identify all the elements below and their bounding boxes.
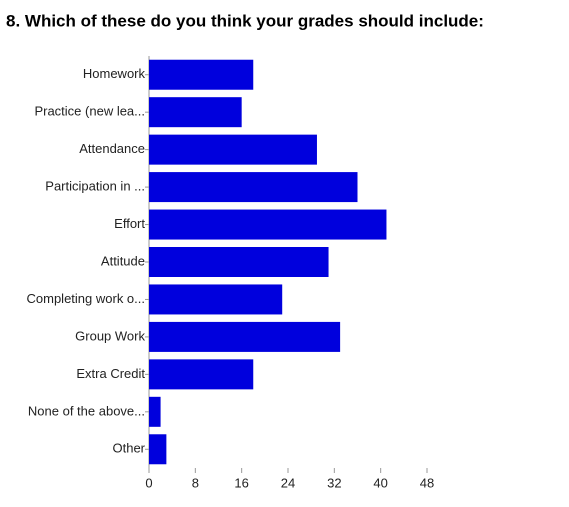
x-tick-label: 8 (192, 475, 199, 490)
x-tick-label: 40 (373, 475, 387, 490)
y-tick-label: Attitude (101, 253, 145, 268)
y-tick-label: None of the above... (28, 403, 145, 418)
y-tick-label: Extra Credit (76, 366, 145, 381)
bar (149, 247, 329, 277)
x-tick-label: 32 (327, 475, 341, 490)
bar (149, 434, 167, 465)
bar (149, 284, 283, 315)
x-tick-label: 16 (234, 475, 248, 490)
y-tick-label: Practice (new lea... (34, 104, 145, 119)
bar (149, 396, 161, 427)
x-tick-label: 48 (420, 475, 434, 490)
y-tick-label: Homework (83, 66, 146, 81)
bar (149, 359, 254, 390)
bar (149, 172, 358, 203)
bar (149, 59, 254, 90)
x-tick-label: 24 (281, 475, 295, 490)
chart-title: 8. Which of these do you think your grad… (6, 11, 484, 30)
x-tick-label: 0 (145, 475, 152, 490)
y-tick-label: Participation in ... (45, 179, 145, 194)
y-tick-label: Other (112, 441, 145, 456)
bar (149, 97, 242, 128)
y-tick-label: Completing work o... (27, 291, 146, 306)
bar (149, 134, 317, 165)
bar (149, 321, 341, 352)
y-tick-label: Attendance (79, 141, 145, 156)
y-tick-label: Effort (114, 216, 145, 231)
y-tick-label: Group Work (75, 328, 145, 343)
bar (149, 209, 387, 240)
